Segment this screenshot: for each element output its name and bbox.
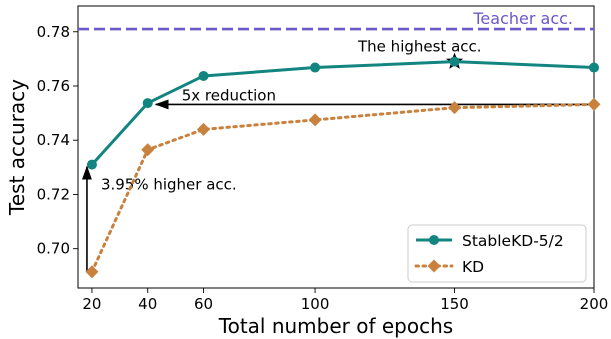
higher-acc-label: 3.95% higher acc. [101,176,237,194]
data-point [85,265,99,279]
data-point [310,62,321,73]
reduction-label: 5x reduction [182,86,276,104]
data-point [448,101,462,115]
data-point [198,70,209,81]
legend-label: StableKD-5/2 [462,232,564,250]
y-tick-label: 0.70 [37,240,70,258]
series-group [85,56,601,279]
series-line [90,102,596,274]
legend-box [407,224,587,283]
x-tick-label: 100 [301,295,330,313]
data-point [86,159,97,170]
plot-border [77,5,595,289]
series-line [90,60,595,166]
x-axis-title: Total number of epochs [218,314,453,338]
y-tick-label: 0.72 [37,185,70,203]
data-point [141,143,155,157]
data-point [308,113,322,127]
data-point [587,97,601,111]
x-tick-label: 200 [580,295,609,313]
legend-item: KD [414,258,484,276]
data-point [589,62,599,73]
y-tick-label: 0.78 [37,23,70,41]
legend: StableKD-5/2 KD [407,224,587,283]
y-tick-label: 0.76 [37,77,70,95]
data-point [197,122,211,136]
x-tick-label: 20 [82,295,101,313]
x-tick-label: 150 [440,295,469,313]
legend-label: KD [462,258,484,276]
x-tick-label: 40 [138,295,157,313]
data-point [449,56,460,67]
y-tick-label: 0.74 [37,131,70,149]
teacher-line-group: Teacher acc. [78,9,594,31]
ticks: 20 40 60 100 150 200 0.70 0.72 0.74 0.76 0.78 [37,23,609,313]
data-point [142,98,153,109]
legend-marker [429,235,439,245]
series-kd [85,97,601,279]
legend-marker [427,259,441,273]
teacher-reference-label: Teacher acc. [472,9,573,28]
legend-item: StableKD-5/2 [416,232,564,250]
y-axis-title: Test accuracy [5,79,29,216]
series-stablekd-5-2 [86,56,599,170]
highest-acc-label: The highest acc. [357,38,482,56]
x-tick-label: 60 [194,295,213,313]
